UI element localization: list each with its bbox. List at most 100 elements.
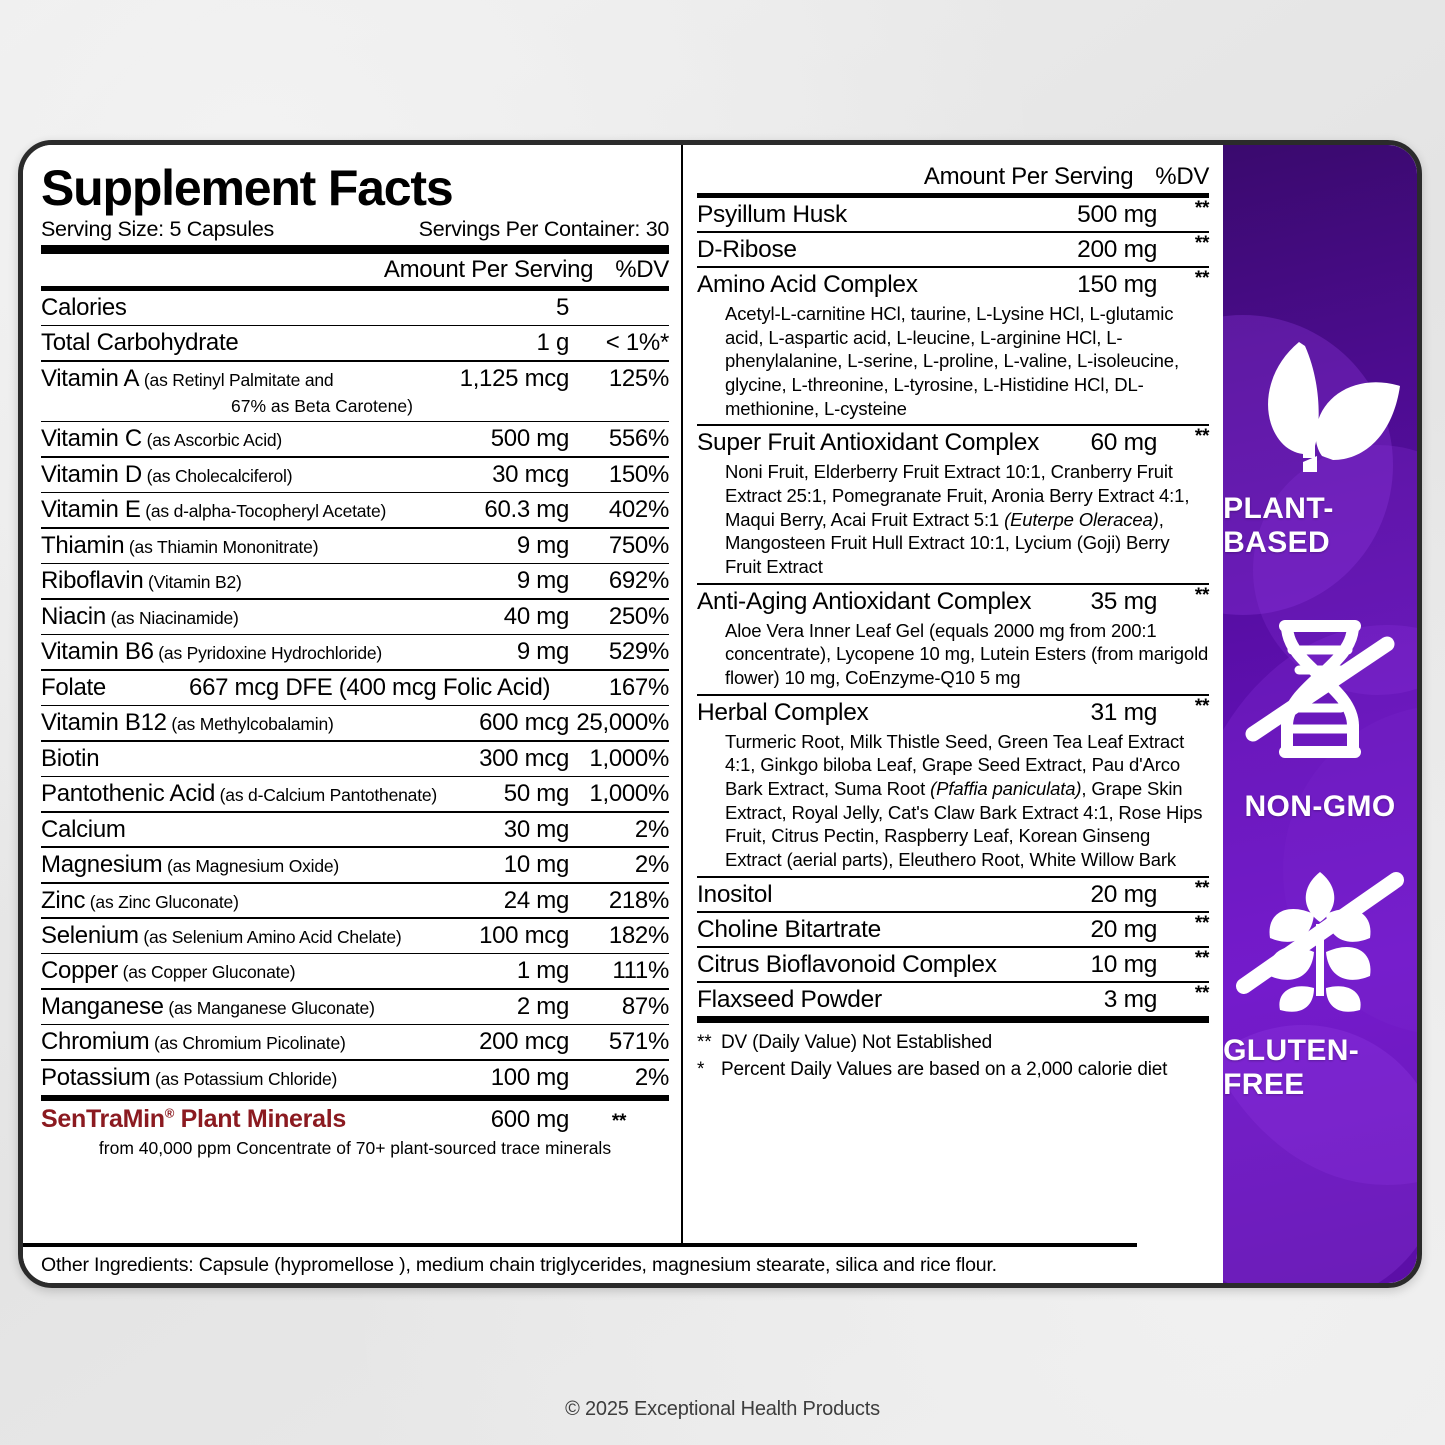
ingredient-dv: ** xyxy=(1194,695,1210,717)
row-divider xyxy=(697,910,1210,913)
nutrient-dv: 529% xyxy=(608,638,670,666)
nutrient-source: (as Niacinamide) xyxy=(105,607,239,628)
nutrient-source: (as Manganese Gluconate) xyxy=(163,997,375,1018)
nutrient-source: (as Magnesium Oxide) xyxy=(162,856,340,877)
nutrient-name: Riboflavin (Vitamin B2) xyxy=(41,567,242,595)
nutrient-source: (as Copper Gluconate) xyxy=(117,962,296,983)
nutrient-amount: 1,125 mcg xyxy=(459,364,570,392)
facts-right-column: Amount Per Serving %DV Psyillum Husk 500 … xyxy=(681,145,1223,1251)
table-row: Manganese (as Manganese Gluconate) 2 mg 87… xyxy=(41,990,669,1024)
divider-before-footnotes xyxy=(697,1017,1210,1023)
nutrient-dv: 87% xyxy=(621,992,670,1020)
amount-per-serving-header-right: Amount Per Serving xyxy=(923,163,1134,190)
nutrient-dv: 750% xyxy=(608,531,670,559)
servings-per-container: Servings Per Container: 30 xyxy=(418,217,670,241)
sentramin-name: SenTraMin® Plant Minerals xyxy=(41,1105,346,1134)
row-divider xyxy=(41,775,670,778)
footnote-marker-single: * xyxy=(697,1059,705,1081)
supplement-facts-panel: Supplement Facts Serving Size: 5 Capsule… xyxy=(23,145,1224,1283)
badge-label-non-gmo: NON-GMO xyxy=(1244,790,1396,823)
nutrient-dv: 167% xyxy=(608,673,670,701)
nutrient-amount: 600 mcg xyxy=(479,709,570,737)
nutrient-source: (as Retinyl Palmitate and xyxy=(139,369,334,390)
nutrient-amount: 100 mcg xyxy=(479,921,570,949)
footnote-double-star: ** DV (Daily Value) Not Established xyxy=(697,1029,1209,1057)
wheat-slash-icon xyxy=(1230,868,1410,1018)
row-divider xyxy=(41,988,670,990)
row-divider xyxy=(41,846,670,849)
left-column-headers: Amount Per Serving %DV xyxy=(41,254,669,286)
nutrient-name: Chromium (as Chromium Picolinate) xyxy=(41,1028,346,1056)
table-row: Vitamin E (as d-alpha-Tocopheryl Acetate… xyxy=(41,493,669,527)
nutrient-name: Vitamin A (as Retinyl Palmitate and xyxy=(41,364,334,392)
nutrient-amount: 40 mg xyxy=(503,602,570,630)
ingredient-name: Psyillum Husk xyxy=(697,201,847,228)
table-row: Choline Bitartrate 20 mg ** xyxy=(697,913,1209,946)
nutrient-dv: 2% xyxy=(634,1063,670,1091)
nutrient-name: Pantothenic Acid (as d-Calcium Pantothen… xyxy=(41,780,438,808)
table-row: Magnesium (as Magnesium Oxide) 10 mg 2% xyxy=(41,848,669,882)
table-row: Folate 667 mcg DFE (400 mcg Folic Acid) 16… xyxy=(41,671,669,705)
nutrient-dv: 556% xyxy=(608,425,670,453)
nutrient-amount: 9 mg xyxy=(516,638,570,666)
sentramin-amount: 600 mg xyxy=(490,1106,570,1134)
nutrient-name: Total Carbohydrate xyxy=(41,329,239,357)
table-row: Riboflavin (Vitamin B2) 9 mg 692% xyxy=(41,564,669,598)
ingredient-name: Amino Acid Complex xyxy=(697,271,918,298)
footnote-double-text: DV (Daily Value) Not Established xyxy=(721,1031,992,1053)
nutrient-source: (as Zinc Gluconate) xyxy=(85,891,239,912)
row-divider xyxy=(41,917,670,919)
ingredient-amount: 150 mg xyxy=(1077,271,1158,298)
row-divider xyxy=(697,693,1210,696)
nutrient-name: Biotin xyxy=(41,744,100,772)
row-divider xyxy=(41,669,670,671)
table-row: Copper (as Copper Gluconate) 1 mg 111% xyxy=(41,954,669,988)
nutrient-source: (as Cholecalciferol) xyxy=(141,465,293,486)
nutrient-name: Calories xyxy=(41,294,127,321)
nutrient-name: Copper (as Copper Gluconate) xyxy=(41,957,296,985)
row-divider xyxy=(41,562,670,565)
nutrient-name: Potassium (as Potassium Chloride) xyxy=(41,1063,338,1091)
divider-before-sentramin xyxy=(41,1096,670,1102)
nutrient-amount: 60.3 mg xyxy=(484,496,570,524)
row-divider xyxy=(697,980,1210,983)
other-ingredients: Other Ingredients: Capsule (hypromellose… xyxy=(23,1243,1137,1283)
ingredient-dv: ** xyxy=(1194,268,1210,289)
badge-non-gmo: NON-GMO xyxy=(1235,604,1405,824)
table-row: Vitamin C (as Ascorbic Acid) 500 mg 556% xyxy=(41,422,669,456)
nutrient-name: Thiamin (as Thiamin Mononitrate) xyxy=(41,531,319,559)
nutrient-dv: 150% xyxy=(608,460,670,488)
table-row: Zinc (as Zinc Gluconate) 24 mg 218% xyxy=(41,884,669,918)
row-divider xyxy=(41,740,670,742)
badge-label-gluten-free: GLUTEN-FREE xyxy=(1223,1034,1360,1101)
ingredient-dv: ** xyxy=(1194,198,1210,219)
nutrient-amount: 30 mcg xyxy=(492,460,570,488)
nutrient-dv: 692% xyxy=(608,567,670,595)
amount-per-serving-header: Amount Per Serving xyxy=(383,256,594,283)
ingredient-detail: Turmeric Root, Milk Thistle Seed, Green … xyxy=(725,730,1203,871)
table-row: Calories 5 xyxy=(41,291,669,325)
divider-med-right xyxy=(697,193,1210,198)
ingredient-name: Choline Bitartrate xyxy=(697,915,881,943)
row-divider xyxy=(697,1015,1210,1018)
nutrient-name: Vitamin E (as d-alpha-Tocopheryl Acetate… xyxy=(41,496,387,524)
row-divider xyxy=(697,266,1210,268)
nutrient-amount: 5 xyxy=(555,294,570,321)
nutrient-name: Vitamin B12 (as Methylcobalamin) xyxy=(41,709,334,737)
right-nutrient-rows: Psyillum Husk 500 mg ** D-Ribose 200 mg ** Ami… xyxy=(697,198,1209,1018)
row-divider xyxy=(697,231,1210,233)
nutrient-name: Calcium xyxy=(41,815,126,843)
row-divider xyxy=(41,598,670,600)
divider-med xyxy=(41,286,670,291)
nutrient-dv: 2% xyxy=(634,815,670,843)
row-divider xyxy=(41,1023,670,1026)
right-column-headers: Amount Per Serving %DV xyxy=(697,153,1209,193)
table-row: Citrus Bioflavonoid Complex 10 mg ** xyxy=(697,948,1209,981)
row-divider xyxy=(697,424,1210,427)
nutrient-name: Niacin (as Niacinamide) xyxy=(41,602,239,630)
nutrient-amount: 1 g xyxy=(536,329,570,357)
table-row: Pantothenic Acid (as d-Calcium Pantothen… xyxy=(41,777,669,811)
footnote-marker-double: ** xyxy=(697,1031,712,1053)
nutrient-name: Folate xyxy=(41,673,106,701)
row-divider xyxy=(41,420,670,423)
